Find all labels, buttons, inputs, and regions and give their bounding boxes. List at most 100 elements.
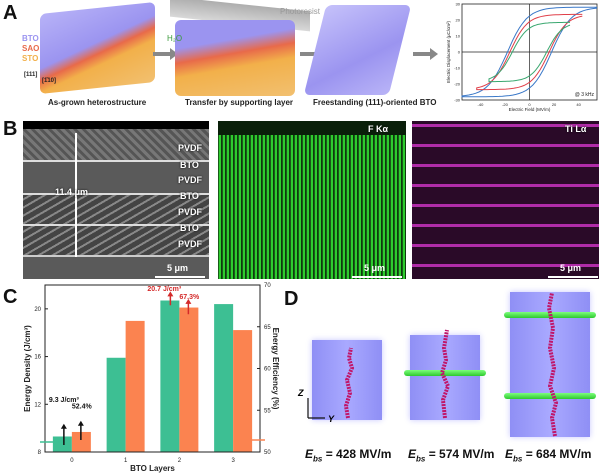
arrow-icon — [413, 48, 438, 60]
bar-energy-density — [160, 300, 180, 452]
annotation-peak-efficiency: 67.3% — [179, 294, 200, 301]
arrow-icon — [153, 48, 178, 60]
x-tick-label: 0 — [528, 102, 531, 107]
ebs-label-1: Ebs = 574 MV/m — [408, 447, 494, 463]
y-tick-label: 0 — [458, 50, 461, 55]
bar-energy-efficiency — [179, 307, 199, 452]
y-axis-label: Electric Displacement (μC/cm²) — [446, 20, 451, 83]
map-label-ti: Ti Lα — [565, 124, 587, 134]
x-tick-label: 3 — [231, 458, 235, 464]
x-tick-label: 0 — [70, 458, 74, 464]
x-tick-label: 1 — [124, 458, 128, 464]
ebs-symbol: E — [408, 447, 417, 461]
layer-label-sao: SAO — [22, 44, 40, 53]
y-tick-label: 16 — [34, 355, 41, 361]
scale-bar — [155, 276, 205, 278]
bar-energy-efficiency — [125, 320, 145, 452]
frequency-annotation: @ 3 kHz — [575, 92, 595, 98]
y-tick-label: 30 — [456, 2, 461, 7]
y-right-axis-label: Energy Efficiency (%) — [271, 328, 280, 410]
layer-label: PVDF — [178, 207, 203, 217]
y-tick-label: 20 — [34, 307, 41, 313]
y-tick-label: 12 — [34, 402, 41, 408]
y-tick-label: 20 — [456, 18, 461, 23]
panel-d-label: D — [284, 288, 299, 310]
x-tick-label: 40 — [576, 102, 581, 107]
x-tick-label: 20 — [552, 102, 557, 107]
arrow-peak-density-head — [167, 291, 174, 297]
layer-label: BTO — [180, 160, 199, 170]
annotation-peak-density: 20.7 J/cm³ — [147, 286, 182, 293]
layer-label: BTO — [180, 191, 199, 201]
ebs-value: = 684 MV/m — [522, 447, 592, 461]
pe-loop-chart: -40 -20 0 20 40 30 20 10 0 -10 -20 -30 Electric Fiel… — [446, 2, 598, 112]
thickness-label: 11.4 μm — [55, 187, 89, 197]
ebs-value: = 428 MV/m — [322, 447, 392, 461]
y-right-tick-label: 65 — [264, 325, 271, 331]
step-caption-1: As-grown heterostructure — [48, 98, 147, 107]
pe-loop-green — [488, 21, 571, 83]
scale-bar — [548, 276, 598, 278]
ebs-value: = 574 MV/m — [425, 447, 495, 461]
ebs-symbol: E — [305, 447, 314, 461]
ti-la-map — [412, 121, 599, 279]
y-tick-label: -10 — [454, 66, 461, 71]
x-axis-label: BTO Layers — [130, 464, 175, 473]
layer-label: BTO — [180, 223, 199, 233]
layer-label: PVDF — [178, 239, 203, 249]
transfer-illustration — [175, 20, 295, 96]
step-caption-3: Freestanding (111)-oriented BTO — [313, 98, 437, 107]
arrow-peak-efficiency-head — [185, 298, 192, 304]
pe-loop-red — [476, 13, 583, 91]
x-tick-label: -20 — [502, 102, 509, 107]
ebs-symbol: E — [505, 447, 514, 461]
arrow-max-efficiency-head — [77, 420, 84, 426]
direction-111: [111] — [24, 72, 38, 78]
y-right-tick-label: 55 — [264, 408, 271, 414]
bar-energy-efficiency — [71, 431, 91, 452]
arrow-max-density-head — [60, 423, 67, 429]
annotation-density: 9.3 J/cm³ — [49, 397, 80, 404]
water-label: H₂O — [167, 34, 183, 43]
photoresist-label: Photoresist — [280, 7, 321, 16]
y-right-tick-label: 60 — [264, 367, 271, 373]
panel-c-label: C — [3, 286, 18, 308]
bar-energy-density — [106, 357, 126, 452]
scale-label: 5 μm — [167, 263, 189, 273]
ebs-subscript: bs — [416, 454, 426, 464]
bto-layer-plate — [404, 370, 486, 376]
y-tick-label: 8 — [38, 450, 42, 456]
bto-layer-plate — [504, 393, 596, 399]
ebs-label-0: Ebs = 428 MV/m — [305, 447, 391, 463]
breakdown-paths — [307, 292, 559, 437]
pe-loop-blue — [461, 6, 598, 98]
y-right-tick-label: 50 — [264, 450, 271, 456]
step-caption-2: Transfer by supporting layer — [185, 98, 294, 107]
axis-z-label: Z — [298, 388, 304, 398]
y-tick-label: -20 — [454, 82, 461, 87]
annotation-efficiency: 52.4% — [72, 404, 93, 411]
panel-b-label: B — [3, 118, 18, 140]
ebs-subscript: bs — [513, 454, 523, 464]
x-tick-label: -40 — [478, 102, 485, 107]
layer-label-bto: BTO — [22, 34, 39, 43]
panel-a-label: A — [3, 2, 18, 24]
bar-energy-density — [214, 304, 234, 452]
y-tick-label: -30 — [454, 98, 461, 103]
scale-label: 5 μm — [364, 263, 386, 273]
f-ka-map — [218, 121, 406, 279]
bar-energy-density — [52, 436, 72, 452]
layer-label-sto: STO — [22, 54, 39, 63]
y-tick-label: 10 — [456, 34, 461, 39]
ebs-label-2: Ebs = 684 MV/m — [505, 447, 591, 463]
sem-cross-section-image — [23, 121, 209, 279]
map-label-f: F Kα — [368, 124, 389, 134]
freestanding-bto-illustration — [303, 5, 412, 95]
y-axis-label: Energy Density (J/cm³) — [23, 325, 32, 412]
y-right-tick-label: 70 — [264, 283, 271, 289]
scale-bar — [352, 276, 402, 278]
ebs-subscript: bs — [313, 454, 323, 464]
axis-y-label: Y — [328, 414, 335, 424]
